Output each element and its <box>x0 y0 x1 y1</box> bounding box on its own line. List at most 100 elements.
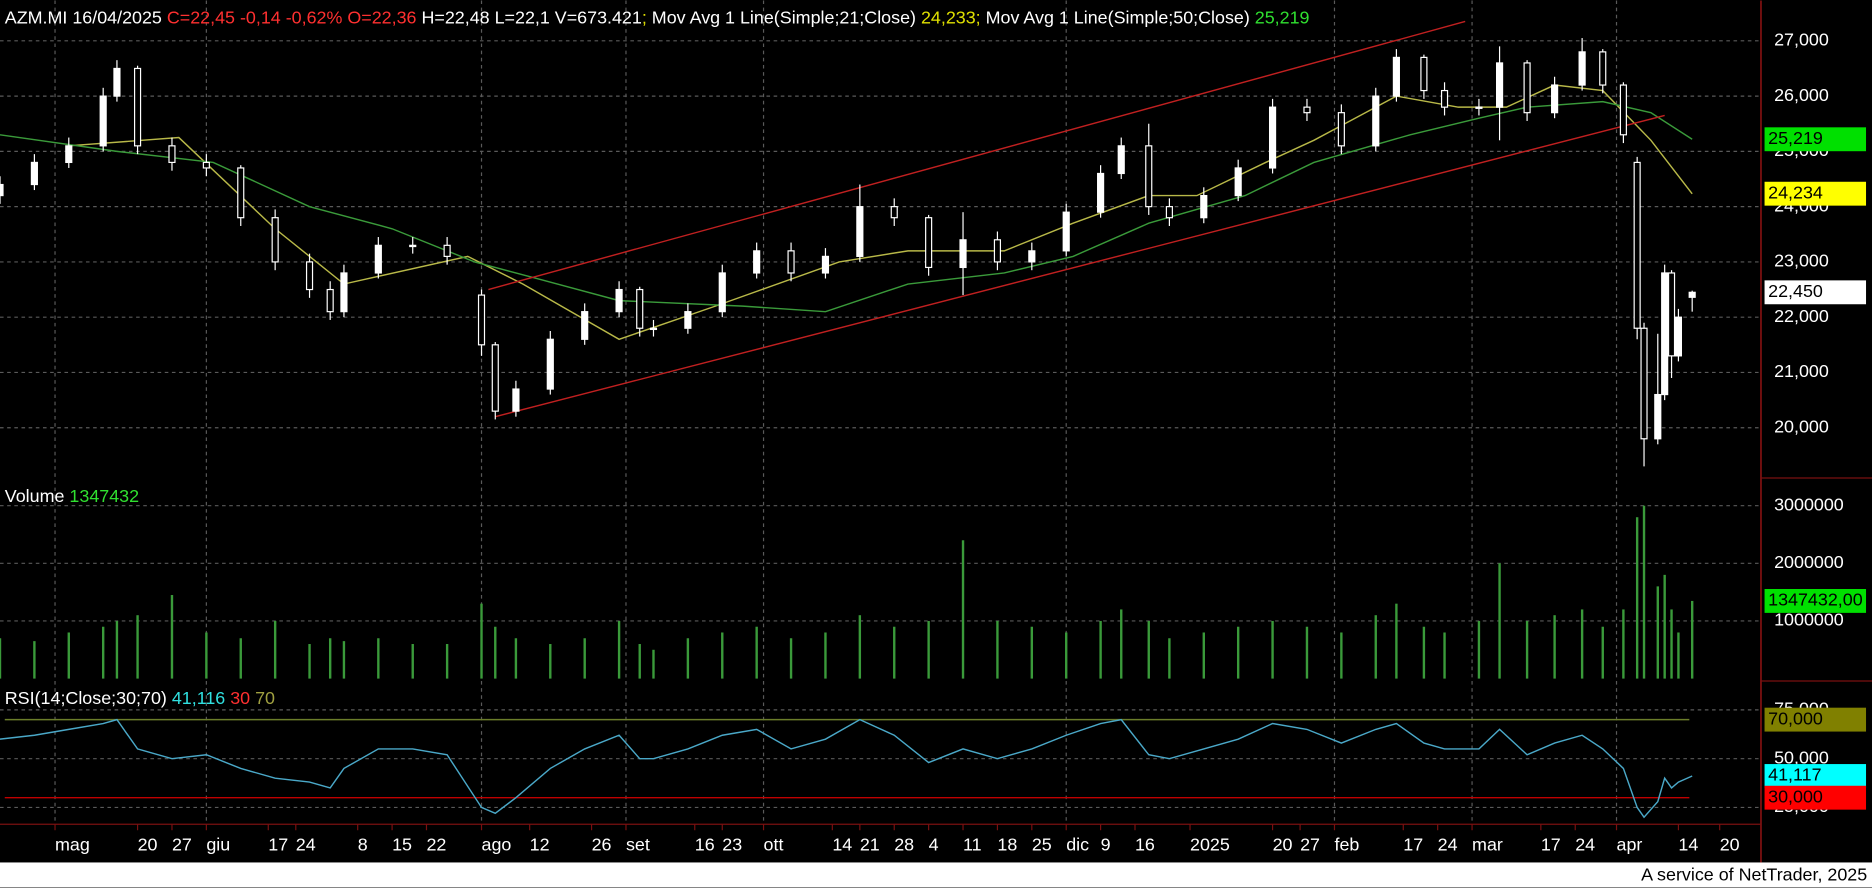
volume-bar <box>1395 603 1398 679</box>
value-marker <box>1764 588 1867 613</box>
x-tick-label: 4 <box>929 834 939 854</box>
candle-body <box>443 244 451 257</box>
x-tick-label: 28 <box>894 834 914 854</box>
y-tick-label: 3000000 <box>1774 494 1844 514</box>
volume-bar <box>893 626 896 679</box>
volume-bar <box>1443 632 1446 679</box>
volume-bar <box>33 641 36 679</box>
volume-bar <box>205 632 208 679</box>
candle-body <box>202 161 210 169</box>
candle-body <box>1578 51 1586 86</box>
header-part: 70 <box>250 688 275 708</box>
volume-bar <box>308 644 311 679</box>
volume-bar <box>342 641 346 679</box>
volume-bar <box>0 638 2 679</box>
volume-bar <box>1168 638 1171 679</box>
x-tick-label: 17 <box>268 834 288 854</box>
y-tick-label: 20,000 <box>1774 416 1829 436</box>
volume-bar <box>1663 574 1666 679</box>
volume-bar <box>1622 609 1625 679</box>
candle-body <box>491 344 499 412</box>
value-marker <box>1764 785 1867 810</box>
candle-body <box>856 206 864 257</box>
volume-bar <box>1065 632 1068 679</box>
volume-bar <box>652 649 655 679</box>
candle-body <box>409 244 417 248</box>
volume-bar <box>67 632 70 679</box>
volume-bar <box>1635 517 1639 679</box>
candle-body <box>1303 106 1311 114</box>
value-marker-label: 24,234 <box>1768 182 1823 202</box>
candle-body <box>133 67 142 147</box>
volume-bar <box>514 638 518 679</box>
x-tick-label: 24 <box>1438 834 1458 854</box>
header-part: AZM.MI 16/04/2025 <box>5 7 167 27</box>
volume-bar <box>1690 600 1694 679</box>
x-tick-label: 23 <box>722 834 742 854</box>
value-marker-label: 25,219 <box>1768 128 1823 148</box>
candle-body <box>0 183 4 197</box>
candle-body <box>925 217 933 269</box>
header-part: Mov Avg 1 Line(Simple;50;Close) <box>986 7 1255 27</box>
value-marker-label: 70,000 <box>1768 708 1823 728</box>
candle-body <box>1117 145 1125 175</box>
volume-bar <box>1601 626 1604 679</box>
header-part: 30 <box>225 688 250 708</box>
volume-bar <box>1498 563 1501 679</box>
candle-body <box>1661 272 1669 396</box>
candle-body <box>787 250 795 274</box>
x-tick-label: 22 <box>426 834 446 854</box>
volume-bar <box>115 620 119 679</box>
volume-bar <box>136 615 139 679</box>
header-part: 24,233; <box>921 7 986 27</box>
x-tick-label: 21 <box>860 834 880 854</box>
volume-bar <box>273 620 277 679</box>
volume-bar <box>789 638 793 679</box>
panel-header: AZM.MI 16/04/2025 C=22,45 -0,14 -0,62% O… <box>5 7 1310 27</box>
x-tick-label: 12 <box>530 834 550 854</box>
x-tick-label: 17 <box>1541 834 1561 854</box>
volume-bar <box>1525 620 1529 679</box>
volume-bar <box>1580 609 1584 679</box>
candle-body <box>993 239 1002 263</box>
candle-body <box>237 167 245 219</box>
value-marker <box>1764 764 1867 788</box>
header-part: 1347432 <box>69 486 139 506</box>
volume-bar <box>617 620 621 679</box>
y-tick-label: 1000000 <box>1774 610 1844 630</box>
panel-header: Volume 1347432 <box>5 486 139 506</box>
x-tick-label: 20 <box>1720 834 1740 854</box>
volume-bar <box>494 626 497 679</box>
candle-body <box>340 272 348 313</box>
candle-body <box>374 244 382 274</box>
candle-body <box>684 311 692 329</box>
candle-body <box>113 67 121 97</box>
panel-header: RSI(14;Close;30;70) 41,116 30 70 <box>5 688 275 708</box>
candle-body <box>168 145 176 164</box>
candle-body <box>890 206 898 219</box>
value-marker-label: 1347432,00 <box>1768 590 1863 610</box>
volume-bar <box>170 595 174 679</box>
x-tick-label: 27 <box>1300 834 1320 854</box>
header-part: RSI(14;Close;30;70) <box>5 688 172 708</box>
x-tick-label: giu <box>206 834 230 854</box>
x-tick-label: 2025 <box>1190 834 1230 854</box>
candle-body <box>1619 84 1627 136</box>
candle-body <box>1097 172 1105 213</box>
y-tick-label: 27,000 <box>1774 30 1829 50</box>
header-part: C=22,45 -0,14 -0,62% O=22,36 <box>167 7 417 27</box>
candle-body <box>1688 291 1696 298</box>
x-tick-label: ott <box>764 834 784 854</box>
footer-text: A service of NetTrader, 2025 <box>1641 864 1867 884</box>
volume-bar <box>1305 626 1309 679</box>
candle-body <box>99 95 107 147</box>
volume-bar <box>638 644 641 679</box>
header-part: Mov Avg 1 Line(Simple;21;Close) <box>652 7 921 27</box>
candle-body <box>753 250 761 274</box>
x-tick-label: 24 <box>1575 834 1595 854</box>
candle-body <box>1523 62 1531 114</box>
header-part: ; <box>642 7 652 27</box>
line <box>68 84 1693 341</box>
